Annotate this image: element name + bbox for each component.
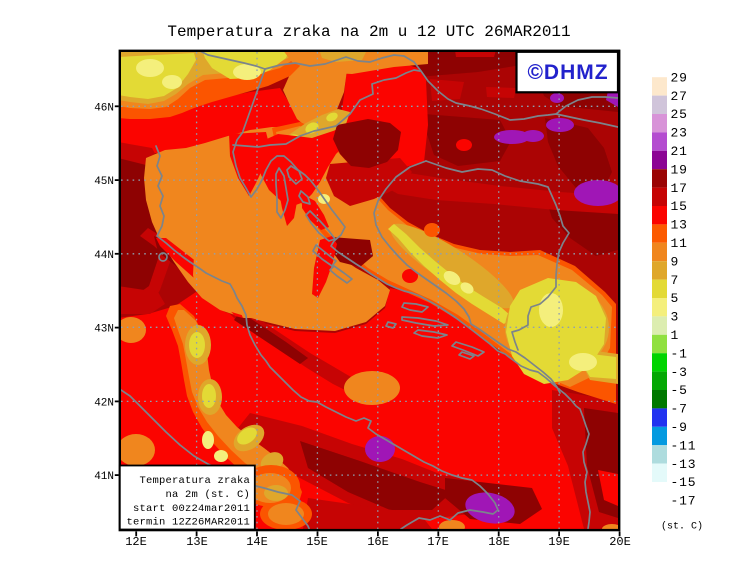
- svg-text:27: 27: [671, 89, 688, 104]
- svg-text:-5: -5: [671, 383, 688, 398]
- svg-text:-9: -9: [671, 420, 688, 435]
- svg-text:16E: 16E: [367, 535, 389, 549]
- svg-text:-3: -3: [671, 365, 688, 380]
- svg-text:43N: 43N: [94, 324, 114, 336]
- svg-text:-1: -1: [671, 346, 688, 361]
- svg-text:3: 3: [671, 310, 680, 325]
- svg-text:23: 23: [671, 126, 688, 141]
- svg-text:21: 21: [671, 144, 688, 159]
- svg-text:20E: 20E: [609, 535, 631, 549]
- svg-text:46N: 46N: [94, 102, 114, 114]
- svg-text:11: 11: [671, 236, 688, 251]
- svg-text:7: 7: [671, 273, 680, 288]
- svg-text:15: 15: [671, 199, 688, 214]
- svg-text:termin 12Z26MAR2011: termin 12Z26MAR2011: [126, 517, 250, 529]
- svg-text:(st. C): (st. C): [661, 521, 703, 533]
- svg-text:17E: 17E: [427, 535, 449, 549]
- svg-text:1: 1: [671, 328, 680, 343]
- svg-text:18E: 18E: [488, 535, 510, 549]
- svg-text:25: 25: [671, 107, 688, 122]
- svg-text:19E: 19E: [548, 535, 570, 549]
- svg-text:44N: 44N: [94, 250, 114, 262]
- svg-text:12E: 12E: [125, 535, 147, 549]
- svg-text:17: 17: [671, 181, 688, 196]
- svg-text:15E: 15E: [306, 535, 328, 549]
- svg-text:start 00z24mar2011: start 00z24mar2011: [133, 503, 250, 515]
- svg-text:9: 9: [671, 254, 680, 269]
- svg-text:-7: -7: [671, 402, 688, 417]
- svg-text:-13: -13: [671, 457, 697, 472]
- svg-text:14E: 14E: [246, 535, 268, 549]
- svg-text:Temperatura zraka: Temperatura zraka: [139, 475, 250, 487]
- svg-text:Temperatura zraka na 2m u 12 U: Temperatura zraka na 2m u 12 UTC 26MAR20…: [167, 23, 570, 41]
- svg-text:-11: -11: [671, 438, 697, 453]
- svg-text:41N: 41N: [94, 471, 114, 483]
- svg-text:19: 19: [671, 162, 688, 177]
- svg-text:13E: 13E: [186, 535, 208, 549]
- svg-text:29: 29: [671, 70, 688, 85]
- svg-text:42N: 42N: [94, 397, 114, 409]
- svg-text:-15: -15: [671, 475, 697, 490]
- svg-text:©DHMZ: ©DHMZ: [527, 61, 608, 84]
- svg-text:13: 13: [671, 218, 688, 233]
- svg-text:-17: -17: [671, 494, 697, 509]
- svg-text:45N: 45N: [94, 176, 114, 188]
- svg-text:5: 5: [671, 291, 680, 306]
- svg-text:na 2m (st. C): na 2m (st. C): [165, 489, 250, 501]
